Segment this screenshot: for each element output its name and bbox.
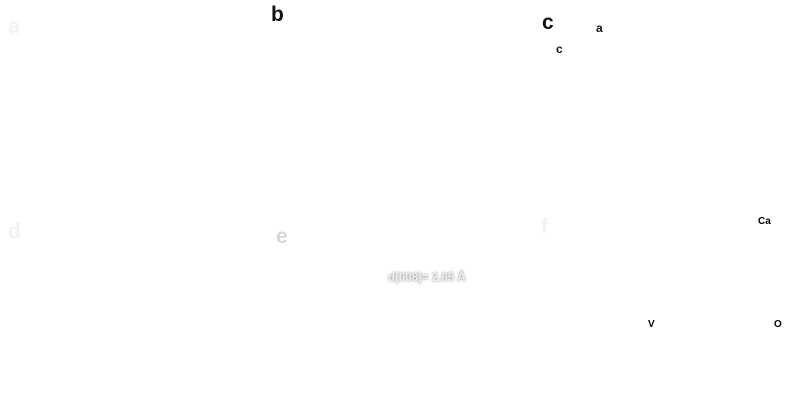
panel-f-label: f <box>541 215 548 238</box>
panel-e-hrtem-image <box>268 222 533 418</box>
panel-a-sem-image <box>0 12 265 208</box>
panel-c-crystal-structure <box>533 0 800 212</box>
map-label-ca: Ca <box>758 216 771 227</box>
map-label-v: V <box>648 319 655 330</box>
axis-c-label: c <box>556 42 563 56</box>
panel-a-label: a <box>8 15 20 38</box>
axis-a-label: a <box>596 21 603 35</box>
panel-d-label: d <box>8 220 21 243</box>
panel-d-tem-image <box>0 217 263 418</box>
panel-c-label: c <box>542 11 554 34</box>
panel-f-eds-maps <box>533 212 800 418</box>
panel-b-xrd-chart <box>267 0 533 214</box>
panel-e-label: e <box>276 225 288 248</box>
panel-b-label: b <box>271 3 284 26</box>
map-label-o: O <box>774 319 782 330</box>
d-spacing-annotation: d(008)= 2.05 Å <box>388 272 466 284</box>
